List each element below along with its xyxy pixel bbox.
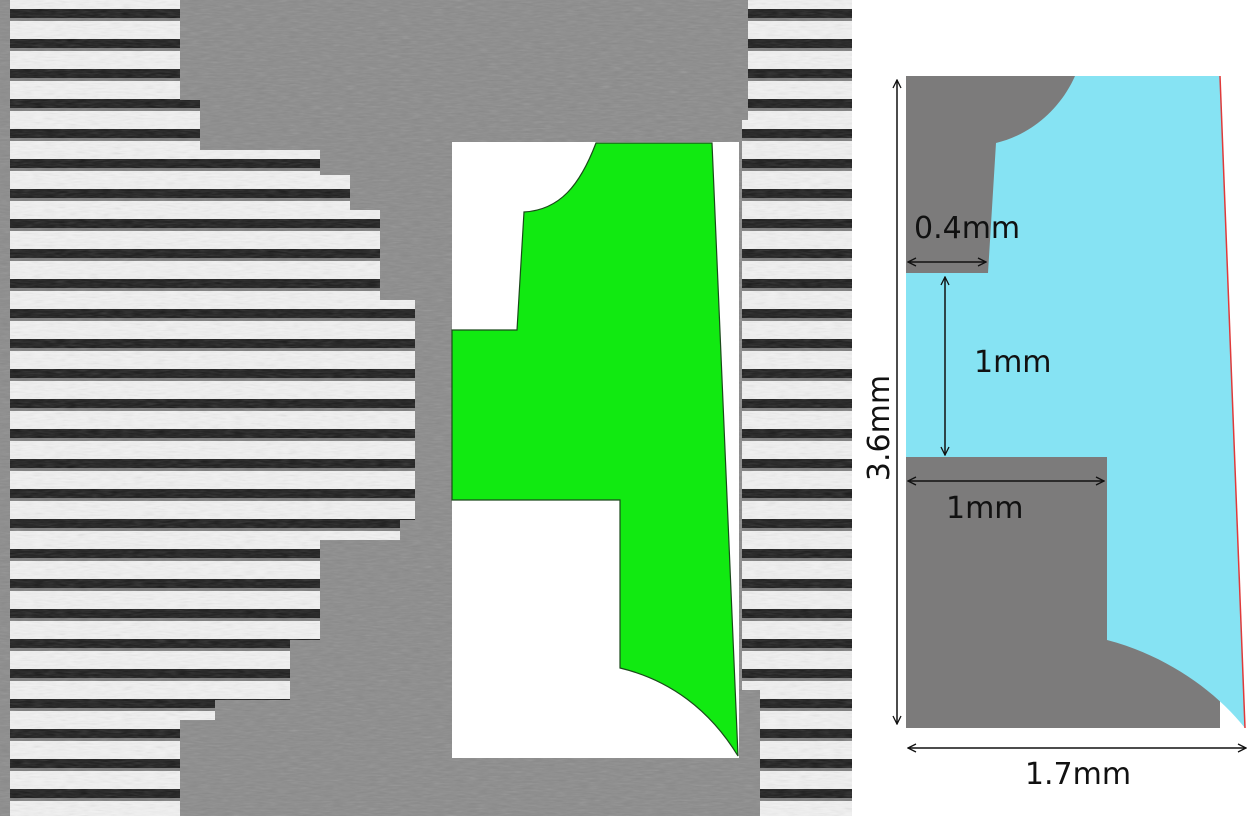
gap-label: 1mm — [974, 345, 1052, 380]
segmentation-mask — [451, 142, 739, 757]
width-label: 1.7mm — [1025, 757, 1131, 792]
upper-step-label: 0.4mm — [914, 211, 1020, 246]
lower-step-label: 1mm — [946, 491, 1024, 526]
model-right-edge — [1219, 75, 1246, 729]
microscopy-panel — [0, 0, 852, 816]
schematic-panel: 3.6mm 1.7mm 0.4mm 1mm 1mm — [862, 75, 1246, 792]
height-label: 3.6mm — [862, 375, 897, 481]
model-domain — [906, 76, 1245, 728]
